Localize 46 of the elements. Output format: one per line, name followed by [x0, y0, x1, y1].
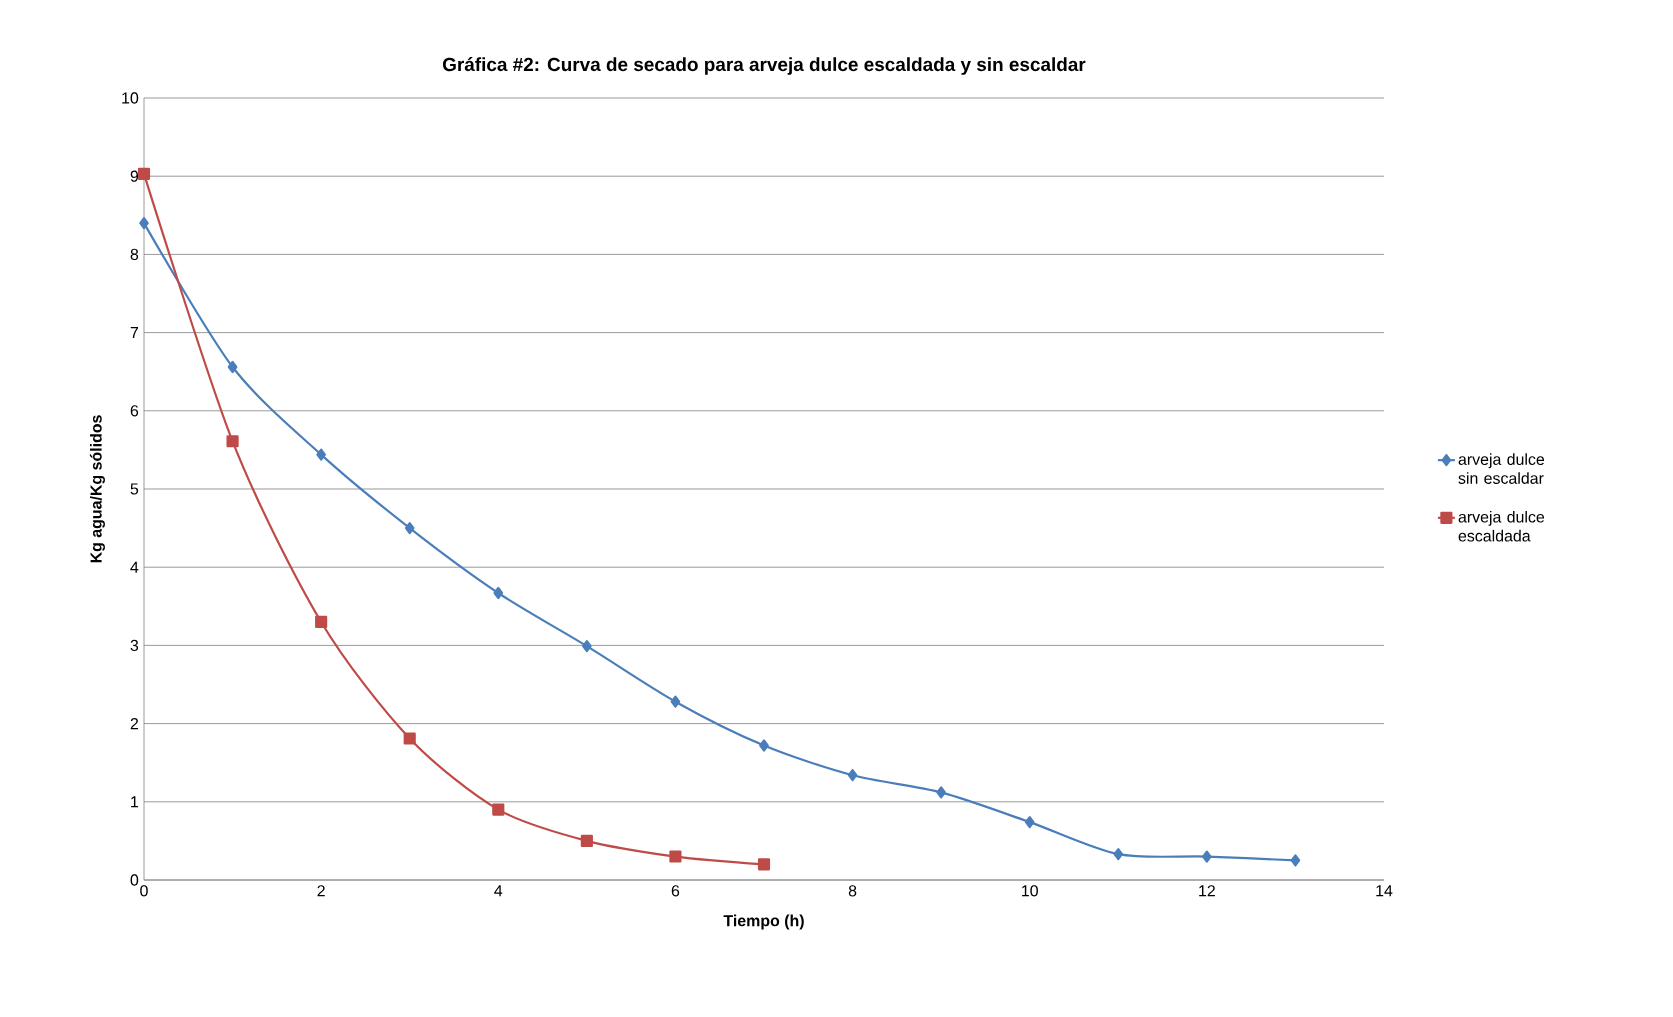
y-tick-label: 4 [130, 561, 139, 573]
point [936, 786, 946, 799]
point [403, 732, 416, 745]
point [227, 360, 238, 374]
legend-label: arveja dulce escaldada [1458, 510, 1545, 542]
point [139, 217, 149, 230]
point [1024, 816, 1035, 829]
x-tick-label: 14 [1376, 885, 1393, 897]
x-tick-label: 2 [317, 885, 325, 897]
point [137, 167, 151, 180]
y-tick-label: 2 [130, 718, 139, 730]
y-tick-label: 7 [130, 327, 139, 339]
y-tick-label: 1 [131, 796, 139, 808]
point [493, 586, 504, 600]
point [670, 695, 681, 708]
point [492, 803, 505, 816]
x-axis-title: Tiempo (h) [723, 914, 804, 930]
point [582, 640, 592, 653]
chart-title: Gráfica #2: Curva de secado para arveja dulce escaldada y sin escaldar [442, 57, 1086, 75]
point [315, 615, 328, 629]
point [316, 448, 326, 461]
point [226, 435, 239, 448]
legend-label: arveja dulce sin escaldar [1458, 453, 1545, 484]
point [1290, 854, 1301, 867]
point [1202, 850, 1212, 863]
point [580, 834, 593, 847]
x-tick-label: 6 [671, 885, 680, 897]
y-tick-label: 3 [130, 639, 139, 652]
x-tick-label: 10 [1022, 885, 1038, 897]
x-tick-label: 0 [140, 885, 148, 897]
x-tick-label: 4 [494, 885, 503, 897]
point [1113, 848, 1124, 861]
y-tick-label: 5 [130, 483, 139, 495]
y-tick-label: 9 [130, 170, 139, 182]
point [669, 850, 682, 863]
point [757, 858, 771, 871]
y-tick-label: 6 [130, 405, 139, 417]
y-axis-title: Kg agua/Kg sólidos [89, 415, 105, 563]
point [847, 769, 858, 782]
y-tick-label: 0 [130, 874, 139, 886]
point [759, 739, 769, 752]
y-tick-label: 8 [130, 248, 139, 261]
point [404, 522, 415, 535]
x-tick-label: 8 [848, 885, 857, 897]
y-tick-label: 10 [122, 92, 139, 104]
x-tick-label: 12 [1199, 885, 1215, 897]
